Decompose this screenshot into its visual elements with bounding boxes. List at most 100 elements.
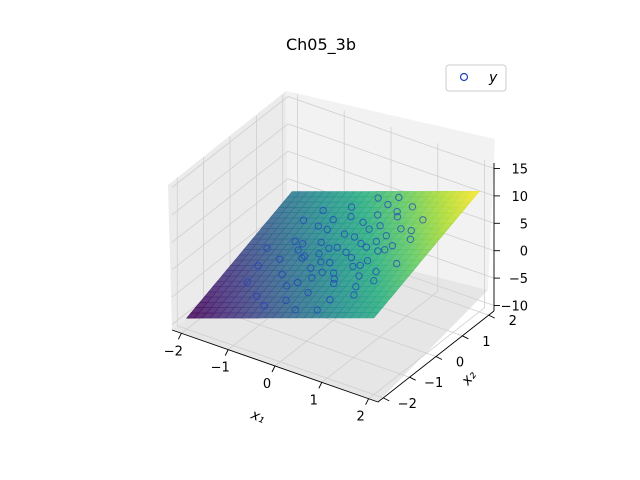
data-point: [393, 208, 401, 216]
legend-label: y: [488, 70, 498, 86]
data-point: [282, 282, 291, 290]
data-point: [392, 259, 401, 268]
data-point: [376, 222, 384, 230]
data-point: [294, 246, 302, 254]
x-tick-label: 2: [356, 410, 364, 425]
data-point: [356, 261, 364, 270]
chart-title: Ch05_3b: [286, 35, 356, 55]
data-point: [326, 258, 334, 267]
data-point: [243, 278, 252, 286]
data-point: [340, 230, 349, 238]
z-grid-line: [171, 96, 495, 188]
data-point: [372, 237, 380, 246]
data-point: [325, 244, 333, 253]
data-point: [374, 247, 382, 255]
data-point: [372, 267, 380, 276]
data-point: [419, 216, 427, 224]
scatter-points: [243, 193, 427, 314]
x-tick-mark: [271, 365, 276, 373]
data-point: [300, 252, 309, 260]
data-point: [276, 255, 284, 263]
x-axis-label: x₁: [248, 406, 268, 426]
data-point: [347, 212, 355, 221]
data-point: [406, 235, 415, 244]
data-point: [304, 288, 312, 297]
x-grid-line: [368, 159, 486, 400]
data-point: [254, 262, 262, 270]
data-point: [307, 264, 315, 272]
data-point: [253, 292, 261, 300]
data-point: [330, 275, 339, 283]
data-point: [263, 244, 271, 253]
data-point: [291, 306, 299, 314]
y-tick-label: 0: [456, 356, 464, 371]
data-point: [317, 258, 325, 266]
y-tick-mark: [488, 314, 495, 319]
data-point: [315, 250, 323, 258]
z-tick-label: 10: [511, 190, 528, 205]
data-point: [298, 254, 306, 262]
data-point: [282, 296, 290, 305]
data-point: [329, 215, 337, 224]
data-point: [314, 222, 322, 230]
data-point: [293, 278, 302, 287]
y-tick-label: −2: [398, 397, 417, 412]
z-tick-label: −10: [501, 300, 528, 315]
data-point: [381, 246, 389, 254]
y-tick-label: 1: [482, 335, 490, 350]
data-point: [299, 240, 307, 248]
data-point: [362, 243, 371, 251]
y-tick-label: 2: [509, 314, 517, 329]
data-point: [357, 239, 365, 248]
data-point: [318, 268, 326, 276]
y-tick-mark: [435, 356, 443, 360]
data-point: [260, 302, 268, 310]
x-tick-label: −1: [211, 361, 230, 376]
data-point: [370, 277, 378, 285]
data-point: [326, 296, 334, 304]
data-point: [384, 200, 392, 209]
data-point: [388, 242, 397, 250]
data-point: [395, 193, 403, 202]
y-tick-mark: [462, 335, 469, 340]
data-point: [347, 253, 356, 262]
legend-marker: [459, 72, 469, 82]
y-tick-mark: [383, 397, 390, 402]
y-tick-mark: [409, 376, 416, 381]
axis-lines: [171, 163, 500, 405]
data-point: [374, 194, 382, 202]
data-point: [342, 248, 350, 257]
data-point: [355, 272, 363, 280]
z-tick-label: 0: [520, 245, 528, 260]
data-point: [323, 225, 331, 234]
data-point: [349, 262, 357, 271]
regression-surface: [185, 190, 481, 319]
x-tick-mark: [365, 398, 370, 405]
data-point: [319, 206, 327, 215]
data-point: [350, 233, 359, 241]
legend: y: [445, 64, 507, 92]
data-point: [382, 232, 390, 240]
data-point: [407, 226, 415, 235]
data-point: [359, 218, 367, 227]
data-point: [330, 279, 338, 288]
data-point: [408, 203, 417, 211]
x-tick-mark: [177, 333, 182, 340]
data-point: [333, 243, 341, 252]
data-point: [350, 291, 358, 299]
surface-patch: [466, 191, 481, 197]
x-tick-label: 0: [263, 377, 271, 392]
x-tick-label: 1: [310, 393, 318, 408]
x-tick-mark: [224, 349, 229, 356]
data-point: [363, 257, 372, 265]
x-tick-label: −2: [164, 344, 183, 359]
data-point: [278, 270, 286, 279]
z-tick-label: 15: [511, 162, 528, 177]
data-point: [374, 211, 382, 219]
legend-box: [445, 64, 507, 92]
x-tick-mark: [318, 382, 323, 389]
data-point: [397, 225, 405, 233]
data-point: [291, 237, 299, 246]
data-point: [308, 274, 316, 282]
